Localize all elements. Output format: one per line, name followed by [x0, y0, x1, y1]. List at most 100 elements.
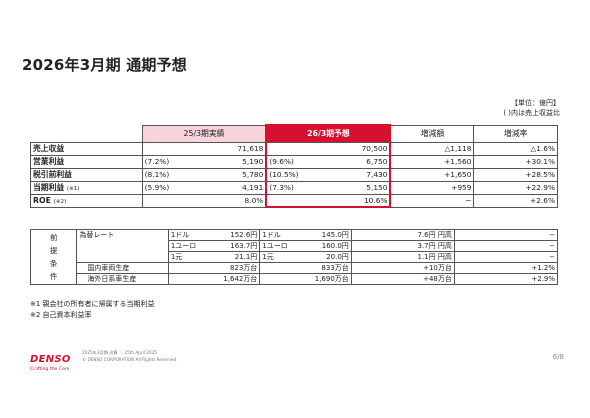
forecast-value: 70,500: [316, 141, 392, 156]
row-label: 当期利益 (※1): [30, 180, 143, 195]
vehicle-diff: +10万台: [350, 262, 455, 274]
rate-value: +2.6%: [473, 193, 558, 208]
rate-value: △1.6%: [473, 141, 558, 156]
row-label: 税引前利益: [30, 167, 143, 182]
premise-table: 前 提 条 件 為替レート 1ドル 152.6円 1ドル 145.0円 7.6円…: [29, 229, 559, 285]
vehicle-label: 国内車両生産: [76, 262, 169, 274]
table-row: 1元 21.1円 1元 20.0円 1.1円 円高 −: [31, 251, 559, 263]
rate-value: +30.1%: [473, 154, 558, 169]
forecast-value: 6,750: [316, 154, 392, 169]
fx-actual-currency: 1元: [167, 251, 210, 263]
fx-actual-currency: 1ドル: [167, 229, 210, 241]
fx-actual-rate: 152.6円: [209, 229, 261, 241]
premise-char: 前: [49, 233, 58, 242]
row-label: ROE (※2): [30, 193, 143, 208]
fx-diff: 3.7円 円高: [350, 240, 455, 252]
footnote: ※2 自己資本利益率: [30, 311, 92, 319]
ratio-note: ( )内は売上収益比: [503, 109, 560, 117]
diff-value: +1,560: [389, 154, 475, 169]
table-row: 1ユーロ 163.7円 1ユーロ 160.0円 3.7円 円高 −: [31, 240, 559, 252]
table-row: 国内車両生産 823万台 833万台 +10万台 +1.2%: [31, 262, 559, 274]
diff-value: −: [389, 193, 475, 208]
unit-label: 【単位：億円】: [511, 99, 560, 107]
footer-line: 2025年3月期 決算 ｜ 25th April 2025: [82, 350, 157, 355]
diff-value: △1,118: [389, 141, 475, 156]
fx-diff: 7.6円 円高: [350, 229, 455, 241]
actual-value: 71,618: [192, 141, 267, 156]
fx-rate: −: [453, 229, 559, 241]
table-row: 税引前利益 (8.1%) 5,780 (10.5%) 7,430 +1,650 …: [30, 167, 558, 182]
forecast-ratio: (10.5%): [265, 167, 317, 182]
logo-tagline: Crafting the Core: [30, 367, 70, 372]
fx-actual-rate: 163.7円: [209, 240, 261, 252]
fx-forecast-currency: 1ユーロ: [259, 240, 302, 252]
header-diff: 増減額: [389, 124, 475, 143]
diff-value: +1,650: [389, 167, 475, 182]
forecast-value: 5,150: [316, 180, 392, 195]
fx-rate: −: [453, 240, 559, 252]
page-number: 6/8: [552, 353, 564, 361]
vehicle-actual: 823万台: [167, 262, 261, 274]
fx-forecast-rate: 160.0円: [301, 240, 352, 252]
header-blank: [30, 125, 143, 143]
forecast-ratio: [265, 193, 317, 208]
forecast-ratio: (7.3%): [265, 180, 317, 195]
actual-ratio: (7.2%): [141, 154, 193, 169]
row-note: (※2): [53, 199, 67, 205]
fx-diff: 1.1円 円高: [350, 251, 455, 263]
unit-note: 【単位：億円】 ( )内は売上収益比: [503, 98, 560, 118]
page-title: 2026年3月期 通期予想: [22, 56, 188, 74]
actual-ratio: [141, 193, 193, 208]
table-row: 当期利益 (※1) (5.9%) 4,191 (7.3%) 5,150 +959…: [30, 180, 558, 195]
fx-label: 為替レート: [76, 229, 169, 263]
actual-value: 4,191: [192, 180, 267, 195]
footnotes: ※1 親会社の所有者に帰属する当期利益 ※2 自己資本利益率: [30, 299, 155, 321]
premise-char: 提: [49, 246, 58, 255]
forecast-table: 25/3期実績 26/3期予想 増減額 増減率 売上収益 71,618 70,5…: [30, 124, 558, 208]
table-header-row: 25/3期実績 26/3期予想 増減額 増減率: [30, 124, 558, 143]
header-forecast: 26/3期予想: [265, 124, 392, 143]
header-actual: 25/3期実績: [141, 124, 267, 143]
row-label: 営業利益: [30, 154, 143, 169]
fx-forecast-rate: 145.0円: [301, 229, 352, 241]
vehicle-forecast: 833万台: [259, 262, 352, 274]
footnote: ※1 親会社の所有者に帰属する当期利益: [30, 300, 155, 308]
vehicle-diff: +48万台: [350, 273, 455, 285]
vehicle-rate: +1.2%: [453, 262, 559, 274]
table-row: ROE (※2) 8.0% 10.6% − +2.6%: [30, 193, 558, 208]
company-logo: DENSO Crafting the Core: [30, 347, 71, 372]
table-row: 前 提 条 件 為替レート 1ドル 152.6円 1ドル 145.0円 7.6円…: [29, 229, 559, 285]
actual-ratio: (5.9%): [141, 180, 193, 195]
forecast-value: 10.6%: [316, 193, 392, 208]
forecast-value: 7,430: [316, 167, 392, 182]
logo-wordmark: DENSO: [30, 354, 71, 365]
table-row: 営業利益 (7.2%) 5,190 (9.6%) 6,750 +1,560 +3…: [30, 154, 558, 169]
actual-value: 5,190: [192, 154, 267, 169]
diff-value: +959: [389, 180, 475, 195]
forecast-ratio: (9.6%): [265, 154, 317, 169]
actual-ratio: [141, 141, 193, 156]
row-note: (※1): [66, 186, 80, 192]
forecast-ratio: [265, 141, 317, 156]
premise-char: 条: [49, 259, 58, 268]
premise-label: 前 提 条 件: [29, 229, 78, 285]
fx-forecast-currency: 1元: [259, 251, 302, 263]
vehicle-label: 海外日系車生産: [76, 273, 169, 285]
actual-value: 8.0%: [192, 193, 267, 208]
fx-forecast-rate: 20.0円: [301, 251, 352, 263]
vehicle-actual: 1,642万台: [167, 273, 261, 285]
fx-forecast-currency: 1ドル: [259, 229, 302, 241]
fx-actual-currency: 1ユーロ: [167, 240, 210, 252]
premise-char: 件: [49, 272, 58, 281]
actual-value: 5,780: [192, 167, 267, 182]
fx-actual-rate: 21.1円: [209, 251, 261, 263]
table-row: 海外日系車生産 1,642万台 1,690万台 +48万台 +2.9%: [31, 273, 559, 285]
vehicle-forecast: 1,690万台: [259, 273, 352, 285]
row-label: 売上収益: [30, 141, 143, 156]
rate-value: +28.5%: [473, 167, 558, 182]
rate-value: +22.9%: [473, 180, 558, 195]
actual-ratio: (8.1%): [141, 167, 193, 182]
vehicle-rate: +2.9%: [453, 273, 559, 285]
footer-copyright: © DENSO CORPORATION All Rights Reserved.: [82, 357, 178, 362]
table-row: 売上収益 71,618 70,500 △1,118 △1.6%: [30, 141, 558, 156]
